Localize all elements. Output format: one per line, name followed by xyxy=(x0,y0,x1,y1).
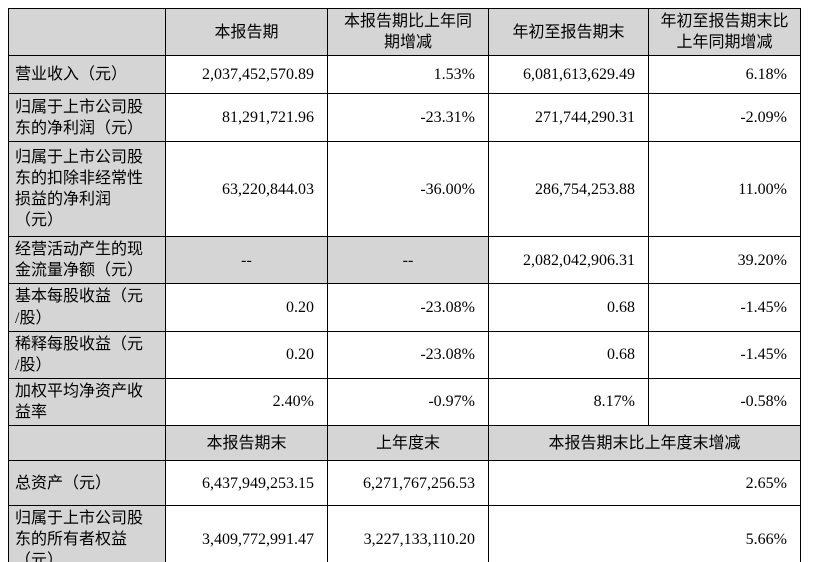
value-ytd-change: 6.18% xyxy=(648,55,801,95)
header-ytd-change: 年初至报告期末比 上年同期增减 xyxy=(648,7,801,57)
row-owners-equity: 归属于上市公司股 东的所有者权益 （元） 3,409,772,991.47 3,… xyxy=(8,505,801,562)
value-period-change: 1.53% xyxy=(327,55,489,95)
value-change-vs-prior-year-end: 5.66% xyxy=(488,505,801,562)
row-label: 营业收入（元） xyxy=(8,55,166,95)
value-ytd-change: -2.09% xyxy=(648,93,801,143)
value-end-of-period: 6,437,949,253.15 xyxy=(165,460,328,507)
row-net-profit-excl-nonrecurring: 归属于上市公司股 东的扣除非经常性 损益的净利润 （元） 63,220,844.… xyxy=(8,141,801,238)
header-change-vs-prior-year-end: 本报告期末比上年度末增减 xyxy=(488,425,801,462)
value-current-period: 0.20 xyxy=(165,330,328,379)
value-ytd-change: 39.20% xyxy=(648,236,801,285)
row-net-profit-attributable: 归属于上市公司股 东的净利润（元） 81,291,721.96 -23.31% … xyxy=(8,93,801,143)
row-label: 归属于上市公司股 东的扣除非经常性 损益的净利润 （元） xyxy=(8,141,166,238)
value-current-period: 63,220,844.03 xyxy=(165,141,328,238)
value-ytd-change: -1.45% xyxy=(648,283,801,332)
header-end-of-prior-year: 上年度末 xyxy=(327,425,489,462)
value-end-of-period: 3,409,772,991.47 xyxy=(165,505,328,562)
value-end-of-prior-year: 6,271,767,256.53 xyxy=(327,460,489,507)
row-operating-cash-flow: 经营活动产生的现 金流量净额（元） -- -- 2,082,042,906.31… xyxy=(8,236,801,285)
row-label: 加权平均净资产收 益率 xyxy=(8,377,166,427)
value-ytd: 8.17% xyxy=(488,377,649,427)
corner-cell xyxy=(8,7,166,57)
header-period-change: 本报告期比上年同 期增减 xyxy=(327,7,489,57)
row-label: 归属于上市公司股 东的所有者权益 （元） xyxy=(8,505,166,562)
value-current-period: 2,037,452,570.89 xyxy=(165,55,328,95)
value-period-change: -0.97% xyxy=(327,377,489,427)
row-label: 经营活动产生的现 金流量净额（元） xyxy=(8,236,166,285)
value-ytd: 286,754,253.88 xyxy=(488,141,649,238)
value-end-of-prior-year: 3,227,133,110.20 xyxy=(327,505,489,562)
value-current-period: 0.20 xyxy=(165,283,328,332)
row-diluted-eps: 稀释每股收益（元 /股） 0.20 -23.08% 0.68 -1.45% xyxy=(8,330,801,379)
value-ytd-change: -0.58% xyxy=(648,377,801,427)
financial-summary-table: 本报告期 本报告期比上年同 期增减 年初至报告期末 年初至报告期末比 上年同期增… xyxy=(8,7,801,562)
value-period-change: -23.31% xyxy=(327,93,489,143)
value-period-change: -36.00% xyxy=(327,141,489,238)
row-operating-revenue: 营业收入（元） 2,037,452,570.89 1.53% 6,081,613… xyxy=(8,55,801,95)
value-ytd: 6,081,613,629.49 xyxy=(488,55,649,95)
value-period-change: -23.08% xyxy=(327,283,489,332)
balance-header-row: 本报告期末 上年度末 本报告期末比上年度末增减 xyxy=(8,425,801,462)
row-label: 基本每股收益（元 /股） xyxy=(8,283,166,332)
header-ytd: 年初至报告期末 xyxy=(488,7,649,57)
value-ytd: 0.68 xyxy=(488,283,649,332)
header-end-of-period: 本报告期末 xyxy=(165,425,328,462)
value-ytd-change: 11.00% xyxy=(648,141,801,238)
value-period-change: -23.08% xyxy=(327,330,489,379)
corner-cell xyxy=(8,425,166,462)
row-label: 归属于上市公司股 东的净利润（元） xyxy=(8,93,166,143)
period-header-row: 本报告期 本报告期比上年同 期增减 年初至报告期末 年初至报告期末比 上年同期增… xyxy=(8,7,801,57)
header-current-period: 本报告期 xyxy=(165,7,328,57)
value-ytd: 0.68 xyxy=(488,330,649,379)
value-ytd-change: -1.45% xyxy=(648,330,801,379)
value-current-period: 81,291,721.96 xyxy=(165,93,328,143)
value-period-change: -- xyxy=(327,236,489,285)
value-current-period: 2.40% xyxy=(165,377,328,427)
value-ytd: 271,744,290.31 xyxy=(488,93,649,143)
row-basic-eps: 基本每股收益（元 /股） 0.20 -23.08% 0.68 -1.45% xyxy=(8,283,801,332)
value-current-period: -- xyxy=(165,236,328,285)
row-label: 总资产（元） xyxy=(8,460,166,507)
row-label: 稀释每股收益（元 /股） xyxy=(8,330,166,379)
row-total-assets: 总资产（元） 6,437,949,253.15 6,271,767,256.53… xyxy=(8,460,801,507)
value-ytd: 2,082,042,906.31 xyxy=(488,236,649,285)
value-change-vs-prior-year-end: 2.65% xyxy=(488,460,801,507)
row-weighted-avg-roe: 加权平均净资产收 益率 2.40% -0.97% 8.17% -0.58% xyxy=(8,377,801,427)
